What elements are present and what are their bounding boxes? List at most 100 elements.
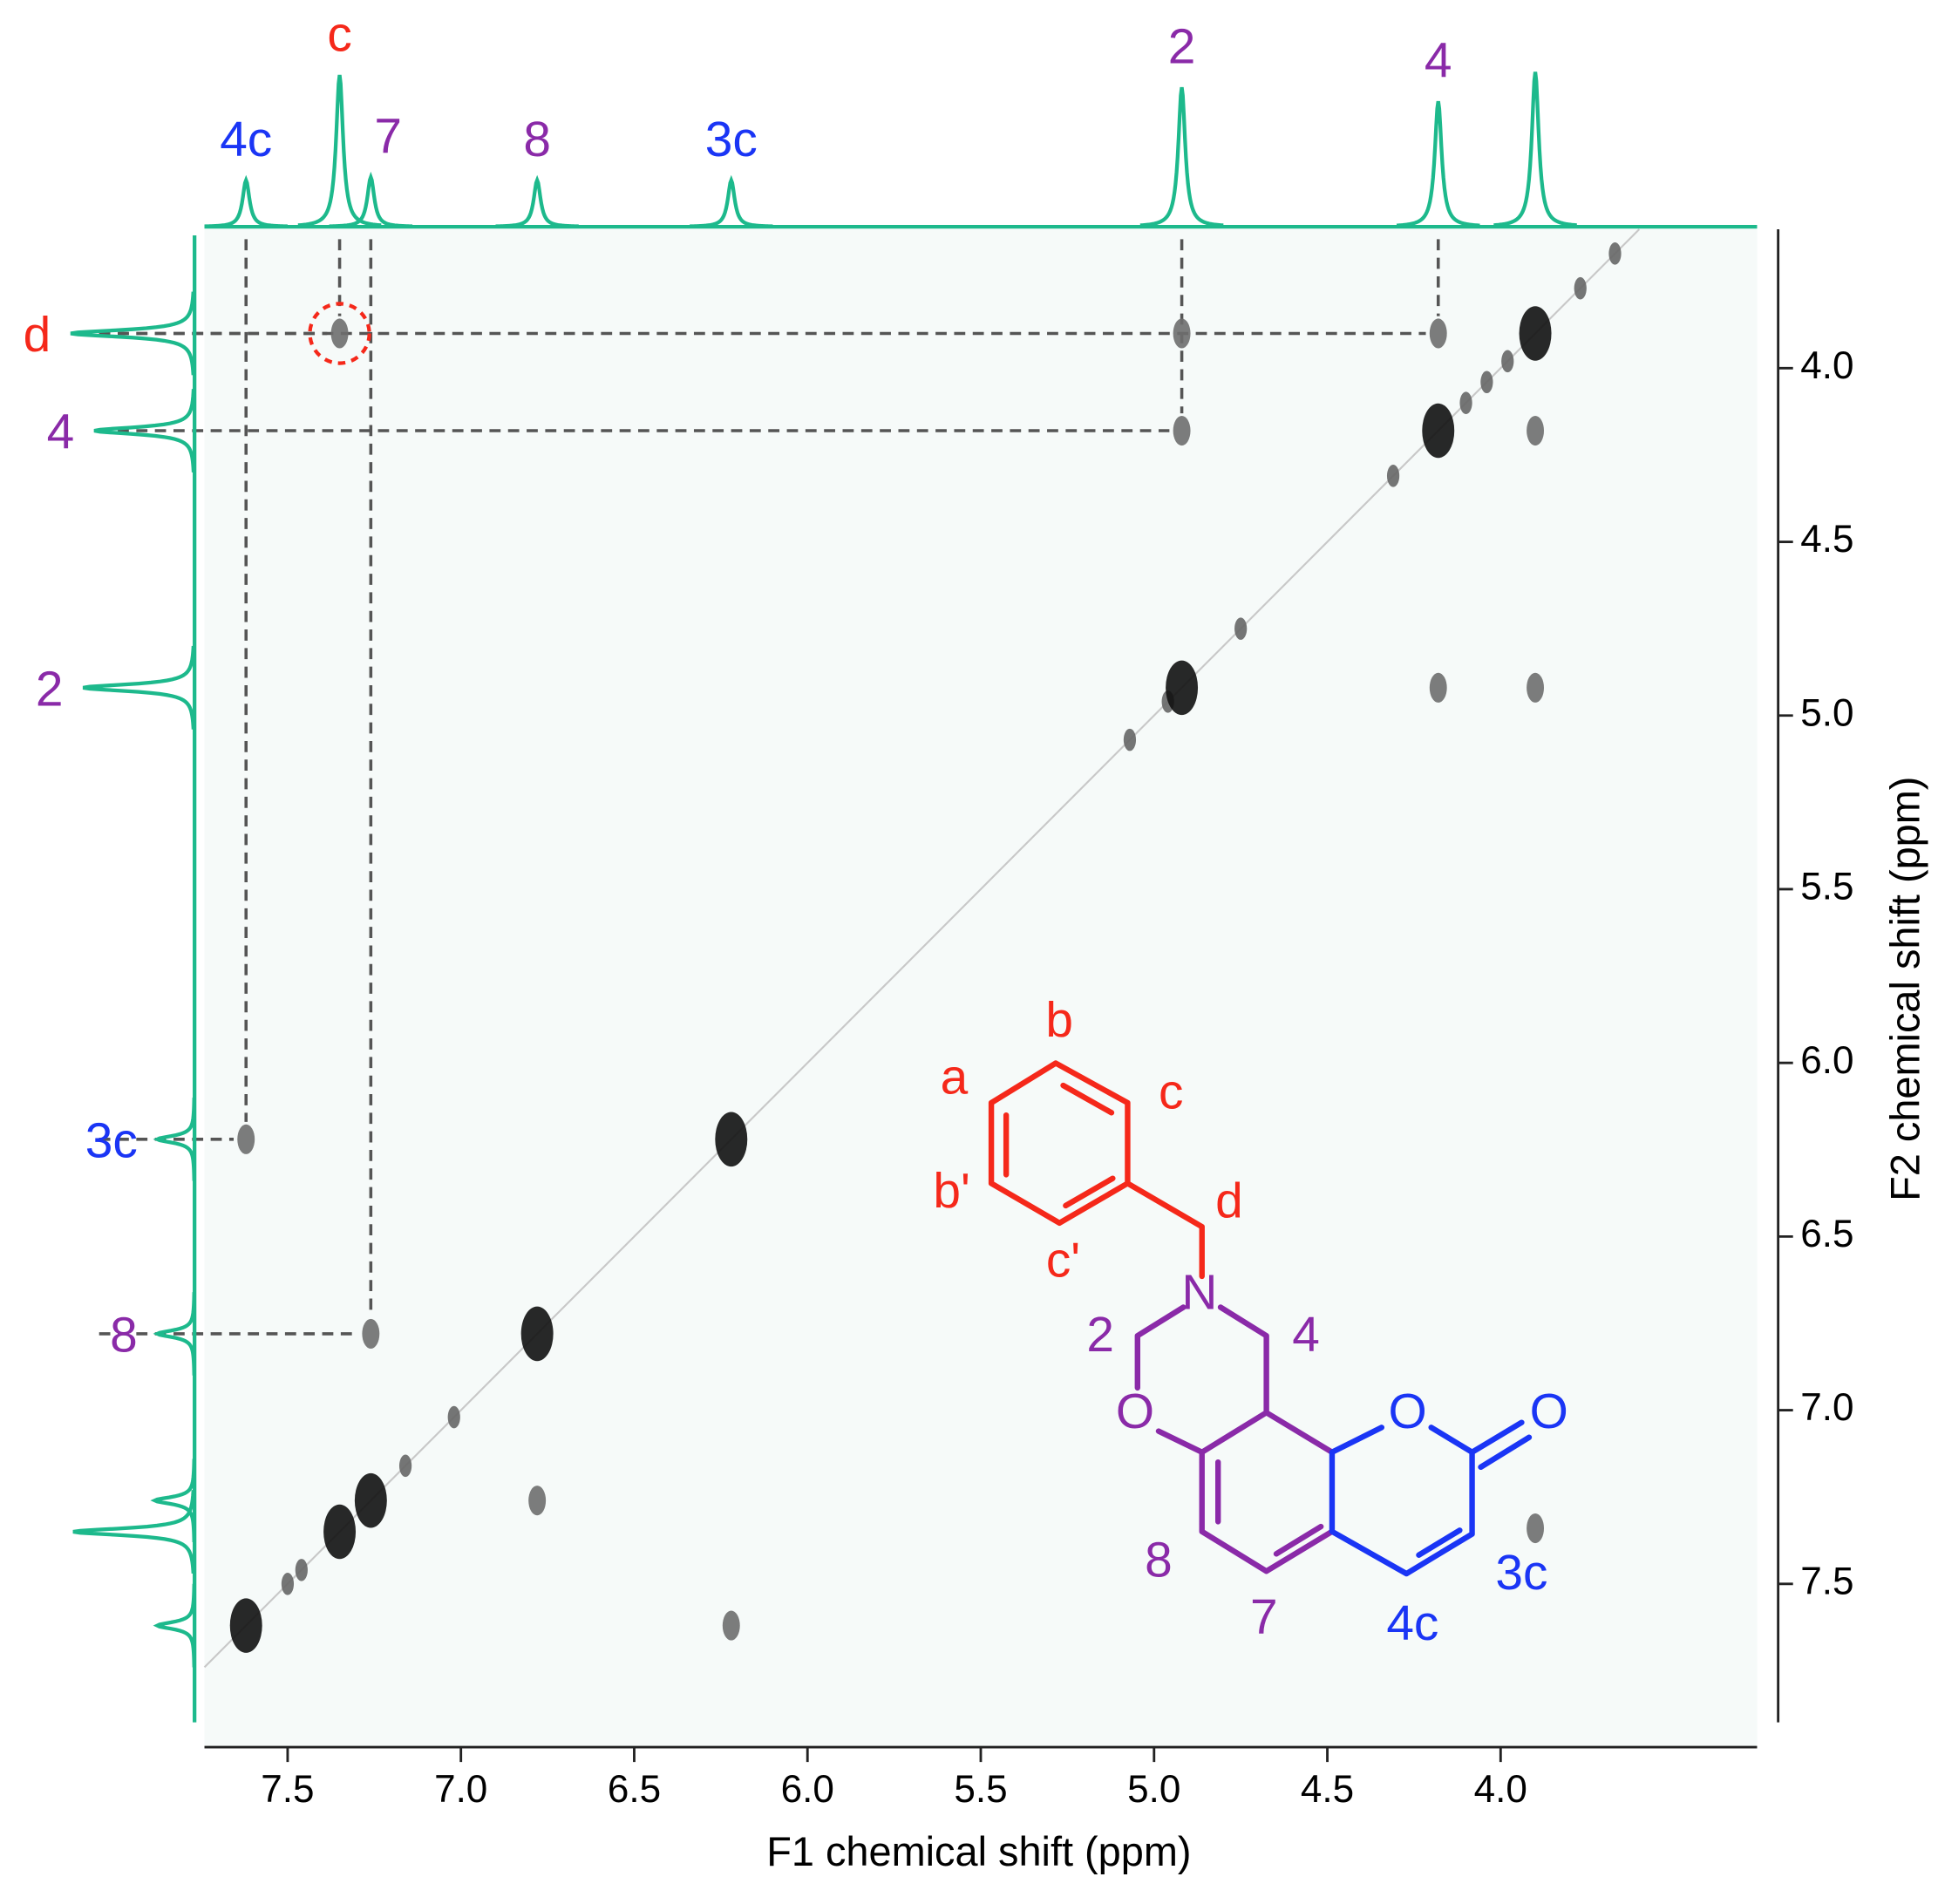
x-tick-label: 4.5 [1301,1768,1354,1811]
peak [237,1124,255,1154]
diagonal-line [203,228,1641,1669]
y-tick-label: 7.0 [1800,1386,1853,1429]
top-projection-peak [1396,100,1480,228]
atom-label: O [1530,1384,1568,1439]
atom-label: c [1159,1064,1183,1119]
marks: 7.5 7.0 6.5 6.0 5.5 5.0 4.5 4.0 4.0 4.5 5.0 5.5 6.0 6… [24,7,1854,1811]
x-tick-label: 4.0 [1474,1768,1527,1811]
peak [1123,728,1137,751]
atom-label: 4c [1386,1596,1438,1651]
left-projection-peak [153,1292,196,1376]
left-projection-peak [72,1490,195,1574]
left-peak-label: d [24,308,51,363]
peak [323,1504,357,1560]
top-projection-peak [329,171,413,228]
atom-label: O [1389,1384,1427,1439]
peak [1166,660,1199,716]
peak [1501,350,1514,373]
peak [520,1306,554,1362]
left-projection-peak [153,1583,196,1668]
peak [1480,371,1493,394]
left-peak-label: 2 [36,663,64,717]
left-projection-peak [82,645,196,730]
peak [447,1405,460,1429]
peak [281,1573,295,1595]
peak [362,1318,380,1349]
peak [1173,318,1191,349]
peak [1527,672,1545,703]
top-projection-peak [1493,71,1577,228]
atom-label: a [941,1050,969,1105]
x-tick-label: 7.0 [434,1768,487,1811]
peak [1527,1513,1545,1544]
peak [1173,415,1191,446]
peak [722,1610,740,1641]
left-peak-label: 4 [47,405,75,460]
peak [330,318,349,349]
top-peak-label: 7 [374,110,402,165]
x-tick-label: 5.0 [1127,1768,1180,1811]
peak [1386,465,1400,487]
peak [715,1112,748,1167]
atom-label: O [1116,1384,1154,1439]
top-projection-peak [495,174,579,228]
peak [1519,306,1552,361]
top-peak-label: 8 [523,112,551,167]
peak [1459,391,1472,414]
top-projection-peak [204,174,288,228]
peak [229,1598,262,1653]
atom-label: 7 [1250,1590,1278,1645]
oxazine-bonds [1134,1304,1336,1574]
molecule: a b c b' c' d N 2 4 O O O 8 7 3c 4c [933,993,1567,1651]
peak [1574,276,1587,300]
y-tick-label: 5.0 [1800,691,1853,734]
top-peak-label: 3c [705,112,758,167]
left-peak-label: 8 [110,1309,138,1363]
highlight-circle [308,302,371,365]
peak [1234,617,1248,640]
left-peak-label: 3c [85,1114,138,1169]
pyranone-bonds [1329,1419,1533,1577]
top-projection-peak [297,74,382,228]
top-peak-label: 2 [1168,20,1196,75]
x-tick-label: 6.0 [781,1768,834,1811]
left-projection-peak [150,1459,196,1543]
atom-label: 4 [1292,1308,1320,1363]
left-projection-peak [70,291,195,376]
peak [1527,415,1545,446]
top-projection-peak [1139,86,1224,228]
top-peak-label: 4 [1425,34,1452,89]
benzyl-bonds [988,1060,1205,1280]
x-tick-label: 6.5 [608,1768,661,1811]
atom-label: b' [933,1164,969,1219]
atom-label: 2 [1086,1308,1114,1363]
left-projection-peak [153,1097,196,1181]
peak [1429,318,1447,349]
y-tick-label: 6.0 [1800,1039,1853,1082]
peak [1422,403,1455,459]
peak [398,1454,412,1478]
atom-label: N [1181,1266,1217,1321]
left-projection-peak [93,389,196,473]
x-tick-label: 5.5 [954,1768,1007,1811]
plot-area [204,228,1758,1748]
atom-label: d [1215,1174,1243,1229]
y-tick-label: 7.5 [1800,1560,1853,1602]
peak [528,1486,547,1516]
top-projection-peak [690,174,773,228]
y-tick-label: 6.5 [1800,1213,1853,1255]
x-axis-title: F1 chemical shift (ppm) [766,1829,1191,1874]
x-tick-label: 7.5 [261,1768,314,1811]
atom-label: 3c [1495,1546,1547,1601]
top-peak-label: 4c [220,112,272,167]
peak [354,1472,387,1528]
peak [295,1559,308,1581]
y-tick-label: 4.5 [1800,518,1853,561]
atom-label: c' [1046,1234,1080,1289]
y-axis-title: F2 chemical shift (ppm) [1882,777,1928,1201]
peak [1608,242,1622,265]
atom-label: 8 [1145,1533,1173,1588]
atom-label: b [1045,993,1073,1048]
